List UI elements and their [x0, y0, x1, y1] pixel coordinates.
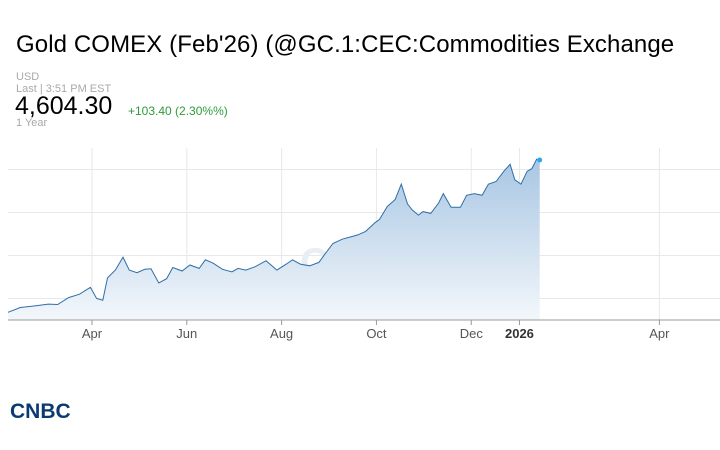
price-line [7, 158, 540, 313]
x-tick-label: Aug [270, 326, 293, 341]
chart-title: Gold COMEX (Feb'26) (@GC.1:CEC:Commoditi… [16, 31, 675, 58]
x-tick-label: Oct [366, 326, 387, 341]
x-tick-label: Jun [176, 326, 197, 341]
last-price-marker[interactable] [537, 157, 543, 163]
x-tick-label: 2026 [505, 326, 534, 341]
price-change: +103.40 (2.30%%) [128, 104, 228, 118]
x-tick-label: Apr [82, 326, 103, 341]
x-tick-label: Apr [649, 326, 670, 341]
last-price: 4,604.30 [15, 92, 113, 120]
cnbc-logo: CNBC [10, 400, 71, 423]
currency-label: USD [16, 71, 40, 83]
last-time-label: Last | 3:51 PM EST [16, 83, 112, 95]
range-label: 1 Year [16, 117, 48, 129]
x-axis: Apr Jun Aug Oct Dec 2026 Apr [8, 319, 720, 341]
price-area [8, 159, 540, 320]
x-tick-label: Dec [460, 326, 484, 341]
